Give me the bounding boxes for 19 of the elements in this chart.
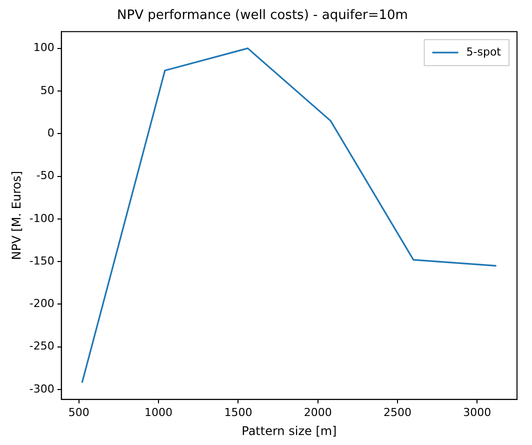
x-tick-label: 1000 [144,406,173,419]
x-tick-label: 2500 [384,406,412,419]
y-tick-label: 50 [40,84,54,97]
x-tick-label: 3000 [463,406,492,419]
y-tick-label: -200 [29,297,54,310]
y-tick-label: -100 [29,212,54,225]
y-tick-label: -150 [29,254,54,268]
y-axis-title: NPV [M. Euros] [9,170,24,260]
y-tick-label: -300 [29,382,54,396]
legend-label: 5-spot [466,45,502,58]
y-tick-label: -250 [29,340,54,353]
chart-title: NPV performance (well costs) - aquifer=10m [117,8,408,24]
x-tick-label: 2000 [304,406,332,419]
y-tick-label: 100 [33,41,54,54]
x-tick-label: 500 [68,406,90,419]
x-axis-title: Pattern size [m] [242,424,337,438]
y-tick-label: -50 [36,169,54,182]
x-tick-label: 1500 [224,406,252,419]
y-tick-label: 0 [47,126,54,140]
